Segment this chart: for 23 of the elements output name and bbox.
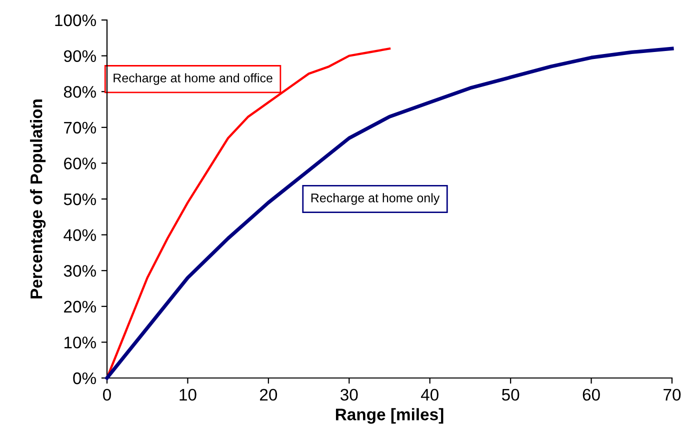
y-tick-label: 90% (64, 50, 96, 62)
x-tick-label: 60 (582, 388, 600, 401)
y-tick-label: 80% (64, 86, 96, 98)
y-tick-label: 20% (64, 300, 96, 313)
y-tick-label: 30% (64, 265, 96, 277)
y-tick-label: 50% (64, 193, 96, 206)
x-axis-title: Range [miles] (336, 408, 444, 424)
y-tick-label: 100% (55, 14, 96, 26)
x-tick-label: 20 (260, 388, 278, 401)
x-tick-label: 70 (664, 388, 681, 401)
x-tick-label: 30 (340, 388, 358, 401)
y-tick-label: 60% (64, 158, 96, 170)
y-tick-label: 70% (64, 122, 96, 134)
y-tick-label: 0% (73, 372, 96, 384)
series-label: Recharge at home and office (114, 73, 272, 85)
series-label: Recharge at home only (311, 193, 440, 205)
y-tick-label: 10% (64, 336, 96, 348)
y-axis-title: Percentage of Population (30, 100, 46, 298)
x-tick-label: 0 (103, 388, 111, 401)
x-tick-label: 50 (502, 388, 520, 401)
x-tick-label: 10 (180, 388, 196, 401)
y-tick-label: 40% (64, 229, 96, 242)
x-tick-label: 40 (420, 388, 438, 401)
